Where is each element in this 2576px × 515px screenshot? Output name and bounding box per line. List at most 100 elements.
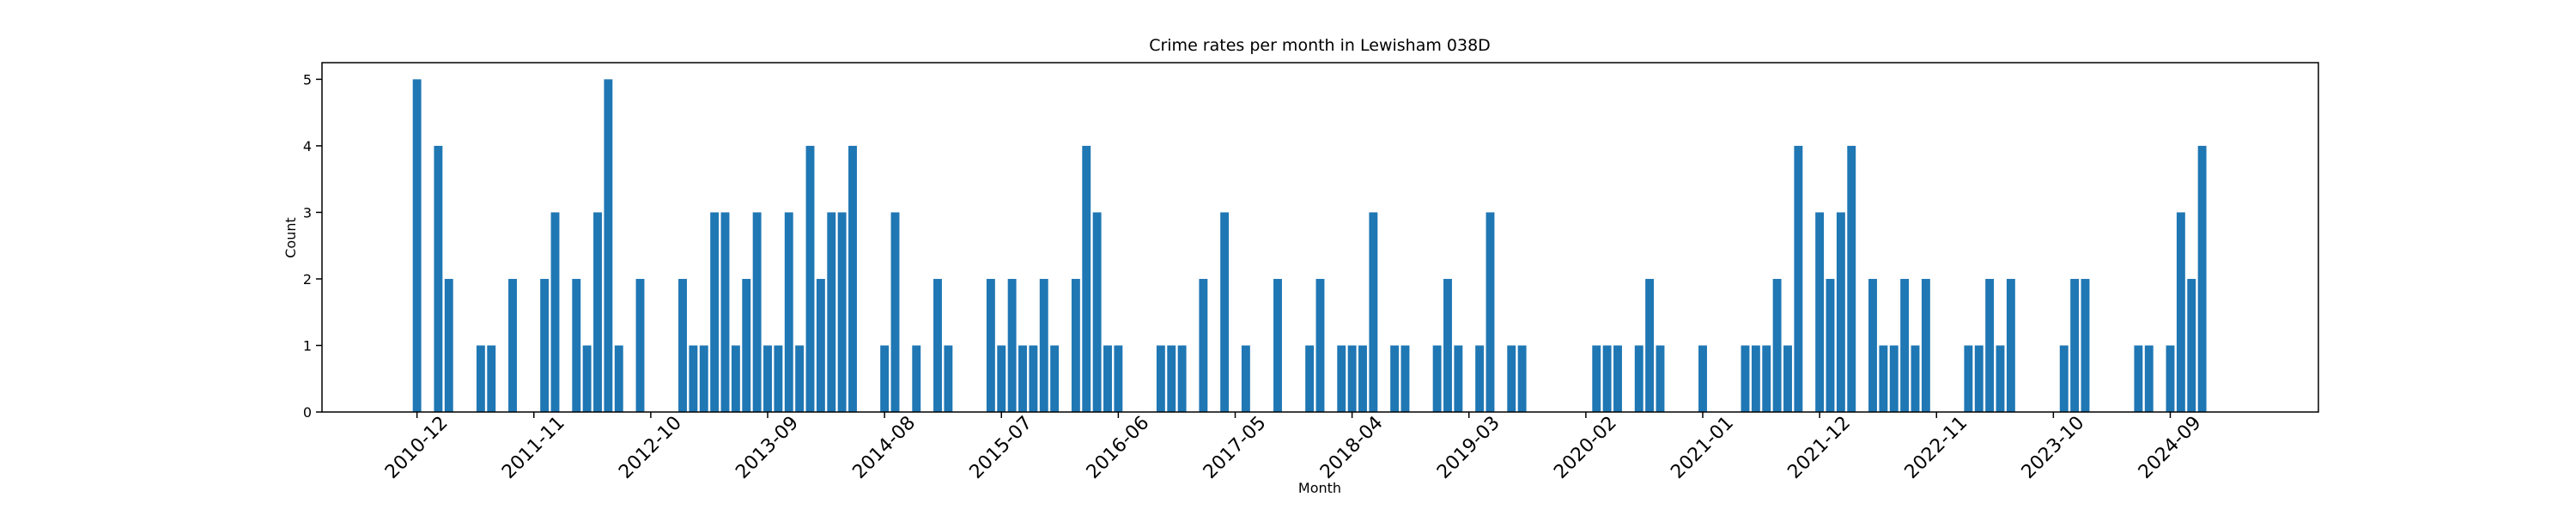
bar xyxy=(1443,278,1452,412)
y-tick-label: 0 xyxy=(303,404,312,421)
bar xyxy=(689,345,698,412)
x-tick-label: 2014-08 xyxy=(848,412,920,483)
bar xyxy=(1507,345,1516,412)
bar xyxy=(1114,345,1123,412)
bar xyxy=(604,79,613,412)
bar xyxy=(784,212,793,412)
bar xyxy=(1347,345,1357,412)
bar xyxy=(1602,345,1612,412)
bar xyxy=(699,345,708,412)
bar xyxy=(582,345,592,412)
x-tick-label: 2015-07 xyxy=(966,412,1037,483)
x-tick-label: 2013-09 xyxy=(732,412,803,483)
y-tick-label: 3 xyxy=(303,204,312,221)
x-tick-label: 2012-10 xyxy=(615,412,686,483)
x-tick-label: 2010-12 xyxy=(381,412,453,483)
bar xyxy=(1974,345,1984,412)
x-tick-label: 2020-02 xyxy=(1550,412,1621,483)
bar xyxy=(572,278,581,412)
bar xyxy=(1762,345,1771,412)
bar xyxy=(1741,345,1750,412)
bar xyxy=(805,145,815,412)
bar xyxy=(1092,212,1102,412)
bar xyxy=(1018,345,1027,412)
bar xyxy=(731,345,740,412)
bar xyxy=(476,345,485,412)
bar xyxy=(944,345,953,412)
bar xyxy=(1029,345,1038,412)
bar xyxy=(2006,278,2015,412)
y-axis-label: Count xyxy=(283,217,299,258)
bar xyxy=(1156,345,1165,412)
y-tick-label: 1 xyxy=(303,337,312,354)
bar xyxy=(635,278,645,412)
bar xyxy=(1921,278,1930,412)
bar xyxy=(2134,345,2143,412)
y-tick-label: 2 xyxy=(303,271,312,288)
bar xyxy=(1645,278,1655,412)
bar xyxy=(434,145,443,412)
bar xyxy=(1177,345,1187,412)
bar xyxy=(1273,278,1282,412)
bar xyxy=(1517,345,1527,412)
bar xyxy=(1475,345,1485,412)
x-tick-label: 2016-06 xyxy=(1083,412,1154,483)
bar xyxy=(763,345,772,412)
bar xyxy=(1772,278,1782,412)
bar xyxy=(986,278,995,412)
bar xyxy=(1390,345,1400,412)
bar xyxy=(1964,345,1973,412)
bar xyxy=(1613,345,1622,412)
bar xyxy=(710,212,720,412)
bar xyxy=(1656,345,1665,412)
bar xyxy=(1985,278,1995,412)
bar xyxy=(912,345,921,412)
bar xyxy=(848,145,857,412)
bar xyxy=(2070,278,2080,412)
bar xyxy=(1315,278,1325,412)
bar xyxy=(1815,212,1825,412)
bar xyxy=(752,212,762,412)
bar xyxy=(2187,278,2196,412)
x-tick-label: 2021-12 xyxy=(1783,412,1855,483)
bar xyxy=(774,345,783,412)
bar xyxy=(1082,145,1091,412)
x-tick-label: 2024-09 xyxy=(2135,412,2206,483)
x-tick-label: 2021-01 xyxy=(1667,412,1738,483)
bar xyxy=(1454,345,1463,412)
bar xyxy=(837,212,847,412)
bar xyxy=(720,212,730,412)
bar xyxy=(614,345,623,412)
bar xyxy=(1634,345,1643,412)
bar xyxy=(890,212,900,412)
x-tick-label: 2017-05 xyxy=(1200,412,1271,483)
bar xyxy=(1400,345,1410,412)
x-tick-label: 2019-03 xyxy=(1433,412,1504,483)
bar xyxy=(816,278,825,412)
bar xyxy=(1167,345,1176,412)
bar xyxy=(678,278,687,412)
bar xyxy=(1358,345,1367,412)
bar xyxy=(880,345,890,412)
bar xyxy=(2197,145,2207,412)
bar xyxy=(997,345,1006,412)
x-tick-label: 2011-11 xyxy=(498,412,569,483)
plot-frame xyxy=(321,62,2319,413)
chart-title: Crime rates per month in Lewisham 038D xyxy=(1149,36,1491,55)
bar xyxy=(1879,345,1888,412)
bar xyxy=(1485,212,1495,412)
bar xyxy=(1592,345,1601,412)
bar xyxy=(2176,212,2185,412)
x-axis-label: Month xyxy=(1298,480,1341,496)
bar xyxy=(742,278,751,412)
bar xyxy=(1050,345,1060,412)
bar xyxy=(1836,212,1845,412)
bar xyxy=(2166,345,2175,412)
y-tick-label: 5 xyxy=(303,71,312,88)
bar xyxy=(1039,278,1048,412)
bar xyxy=(2059,345,2069,412)
bar xyxy=(1432,345,1442,412)
bar xyxy=(1337,345,1346,412)
bar xyxy=(1751,345,1760,412)
